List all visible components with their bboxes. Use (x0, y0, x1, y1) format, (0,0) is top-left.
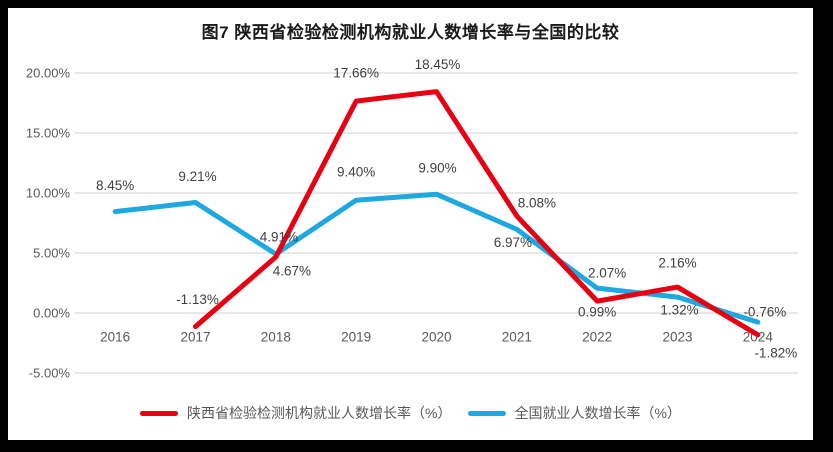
data-point-label: 2.07% (588, 266, 626, 281)
x-axis-tick-label: 2022 (582, 330, 612, 345)
y-axis-tick-label: 20.00% (26, 66, 71, 81)
data-point-label: 9.21% (178, 169, 216, 184)
x-axis-tick-label: 2020 (421, 330, 451, 345)
chart-title: 图7 陕西省检验检测机构就业人数增长率与全国的比较 (201, 23, 620, 42)
data-point-label: 1.32% (660, 303, 698, 318)
y-axis-tick-label: 5.00% (33, 246, 70, 261)
legend-label-shaanxi: 陕西省检验检测机构就业人数增长率（%） (187, 405, 452, 421)
data-point-label: 0.99% (578, 305, 616, 320)
data-point-label: 4.91% (260, 230, 298, 245)
data-point-label: 9.40% (337, 165, 375, 180)
data-point-label: 2.16% (658, 256, 696, 271)
data-point-label: -0.76% (743, 305, 786, 320)
data-point-label: -1.13% (176, 292, 219, 307)
data-point-label: 17.66% (333, 66, 379, 81)
x-axis-tick-label: 2023 (662, 330, 692, 345)
chart-plot: 20.00% 15.00% 10.00% 5.00% 0.00% -5.00% 2016 20… (26, 57, 798, 381)
data-point-label: 8.08% (518, 196, 556, 211)
red-line-swatch-icon (140, 410, 179, 416)
data-point-label: 8.45% (96, 178, 134, 193)
blue-line-swatch-icon (467, 410, 506, 416)
y-axis-tick-label: 15.00% (26, 126, 71, 141)
series-line[interactable] (193, 89, 761, 338)
legend-label-national: 全国就业人数增长率（%） (514, 405, 681, 421)
y-axis-tick-label: -5.00% (29, 366, 71, 381)
y-axis-tick-label: 0.00% (33, 306, 70, 321)
legend-item-national[interactable]: 全国就业人数增长率（%） (467, 403, 681, 423)
x-axis-tick-label: 2016 (100, 330, 130, 345)
data-point-label: 9.90% (418, 161, 456, 176)
x-axis-tick-label: 2017 (180, 330, 210, 345)
legend-item-shaanxi[interactable]: 陕西省检验检测机构就业人数增长率（%） (140, 403, 452, 423)
data-point-label: 4.67% (273, 263, 311, 278)
chart-frame: 20.00% 15.00% 10.00% 5.00% 0.00% -5.00% 2016 20… (8, 8, 813, 440)
data-point-label: -1.82% (754, 345, 797, 360)
x-axis-tick-label: 2018 (261, 330, 291, 345)
x-axis-tick-label: 2019 (341, 330, 371, 345)
chart-legend: 陕西省检验检测机构就业人数增长率（%） 全国就业人数增长率（%） (8, 403, 813, 423)
data-point-label: 6.97% (494, 235, 532, 250)
data-point-label: 18.45% (415, 57, 461, 72)
y-axis-tick-label: 10.00% (26, 186, 71, 201)
x-axis-tick-label: 2021 (502, 330, 532, 345)
